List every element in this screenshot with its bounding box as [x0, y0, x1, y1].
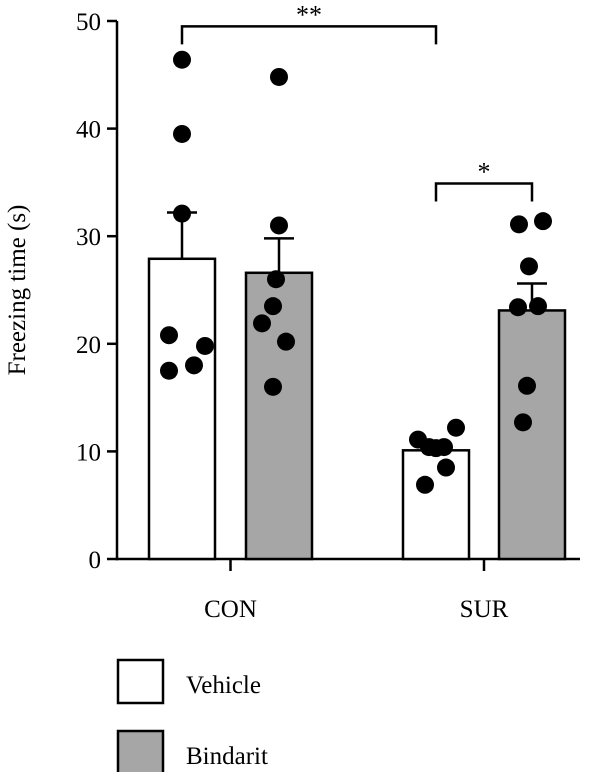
data-point	[518, 376, 536, 395]
data-point	[277, 332, 295, 351]
data-point	[264, 377, 282, 396]
data-point	[267, 270, 285, 289]
y-tick-label: 10	[76, 439, 101, 466]
data-point	[173, 124, 191, 143]
data-point	[185, 356, 203, 375]
y-tick-label: 30	[76, 224, 101, 251]
significance-brackets: ***	[180, 0, 534, 202]
data-point	[514, 413, 532, 432]
y-tick-label: 20	[76, 332, 101, 359]
significance-bracket	[434, 182, 534, 202]
data-point	[520, 257, 538, 276]
data-point	[447, 418, 465, 437]
data-point	[253, 314, 271, 333]
bar	[497, 309, 567, 561]
y-tick-label: 40	[76, 117, 101, 144]
bar	[401, 449, 471, 561]
axes: 0 10 20 30 40 50 Freezing time (s) CON SUR	[4, 9, 580, 623]
data-point	[529, 297, 547, 316]
legend-label: Vehicle	[186, 672, 261, 699]
y-axis-title: Freezing time (s)	[4, 205, 31, 376]
data-point	[173, 204, 191, 223]
x-group-label: CON	[204, 596, 257, 623]
legend: Vehicle Bindarit	[116, 658, 268, 776]
legend-label: Bindarit	[186, 743, 268, 770]
bar	[147, 257, 217, 561]
data-point	[196, 336, 214, 355]
data-point	[437, 458, 455, 477]
data-point	[509, 298, 527, 317]
y-tick-label: 50	[76, 9, 101, 36]
data-point	[160, 326, 178, 345]
data-point	[173, 50, 191, 69]
data-point	[270, 67, 288, 86]
data-point	[510, 215, 528, 234]
x-group-label: SUR	[460, 596, 509, 623]
data-points	[160, 50, 552, 494]
significance-bracket	[180, 25, 438, 45]
data-point	[416, 475, 434, 494]
data-point	[160, 361, 178, 380]
legend-swatch	[116, 658, 165, 705]
data-point	[427, 439, 445, 458]
legend-swatch	[116, 729, 165, 776]
bars	[147, 211, 567, 561]
data-point	[264, 297, 282, 316]
significance-label: *	[478, 157, 491, 186]
bar	[244, 271, 314, 561]
data-point	[270, 216, 288, 235]
y-tick-label: 0	[89, 547, 102, 574]
significance-label: **	[296, 0, 322, 29]
data-point	[534, 212, 552, 231]
